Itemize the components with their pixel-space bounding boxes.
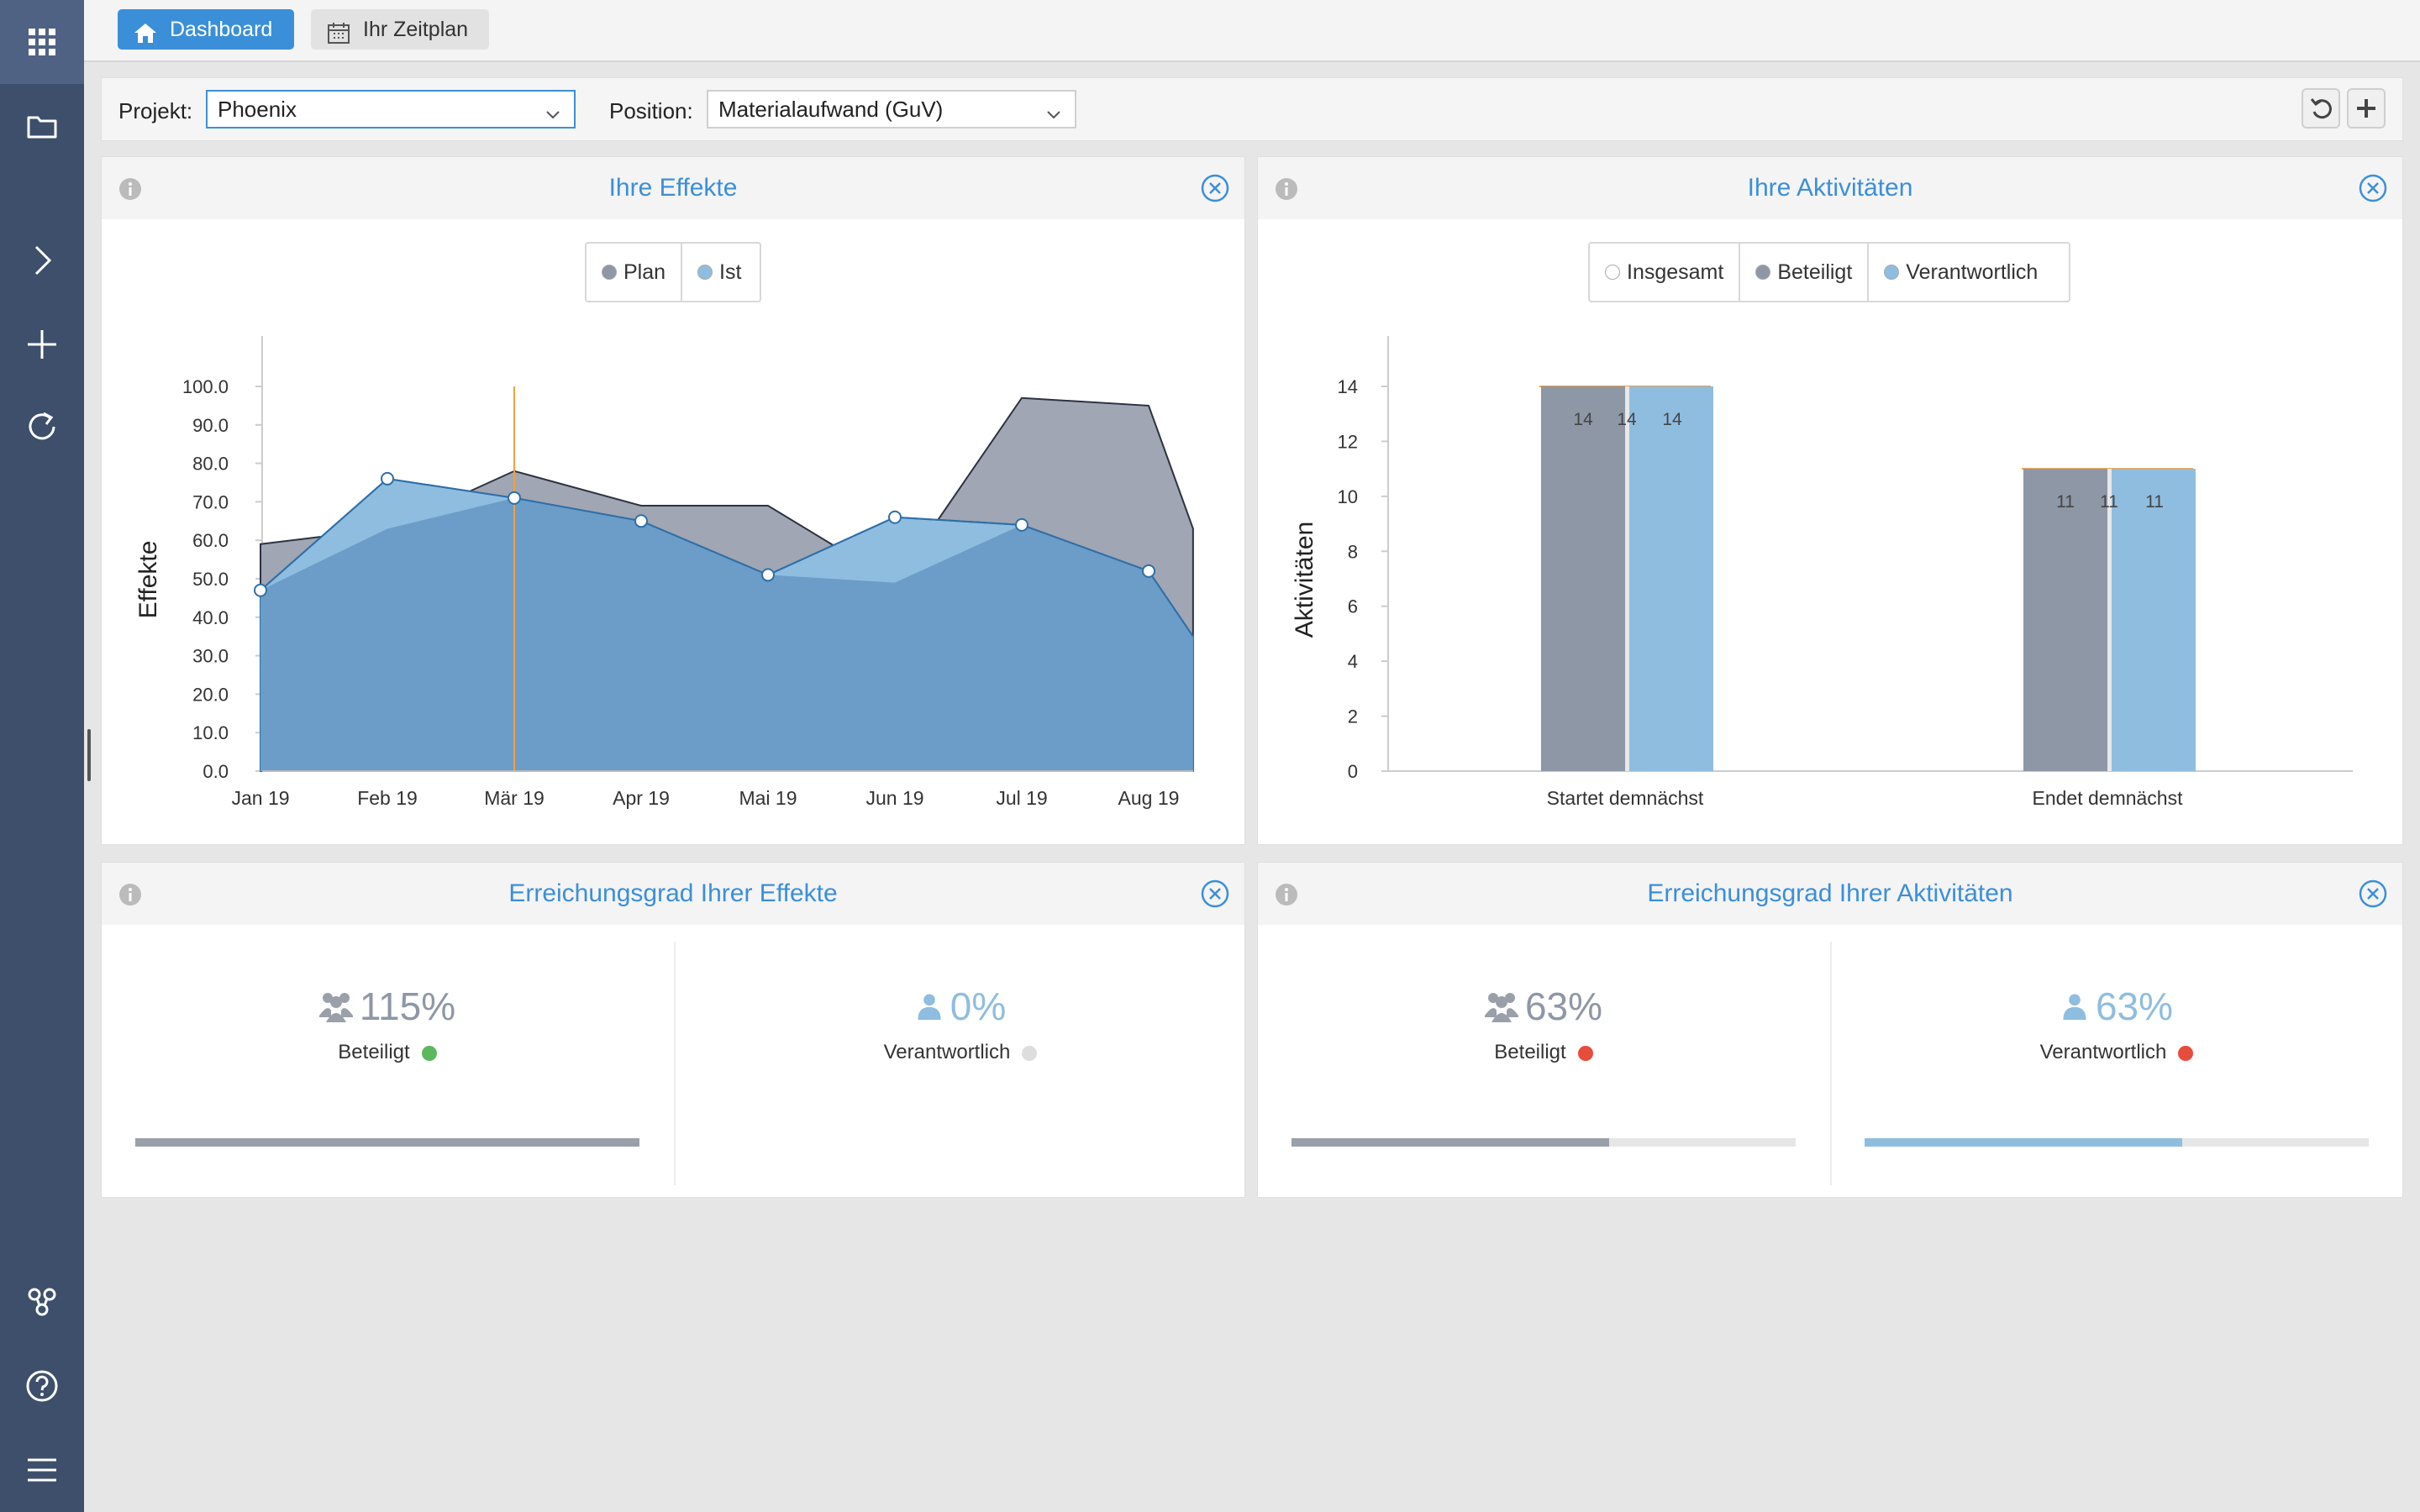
progress-bar bbox=[135, 1138, 639, 1147]
kpi-effects-verantwortlich: 0% Verantwortlich bbox=[708, 984, 1213, 1064]
add-widget-button[interactable] bbox=[2347, 88, 2386, 129]
activities-panel: Ihre Aktivitäten bbox=[1257, 156, 2403, 845]
project-select[interactable]: Phoenix bbox=[206, 90, 576, 129]
user-icon bbox=[918, 994, 941, 1021]
panel-header: Erreichungsgrad Ihrer Aktivitäten bbox=[1258, 863, 2402, 925]
calendar-icon bbox=[326, 18, 351, 44]
position-select-value: Materialaufwand (GuV) bbox=[718, 97, 944, 122]
tab-schedule-label: Ihr Zeitplan bbox=[363, 18, 469, 41]
chevron-right-icon[interactable] bbox=[25, 244, 59, 277]
divider bbox=[674, 942, 676, 1185]
tab-dashboard-label: Dashboard bbox=[170, 18, 273, 41]
apps-grid-icon bbox=[25, 25, 59, 59]
legend-label: Plan bbox=[623, 260, 666, 284]
legend-label: Beteiligt bbox=[1777, 260, 1853, 284]
project-label: Projekt: bbox=[118, 98, 193, 123]
menu-icon[interactable] bbox=[25, 1453, 59, 1487]
status-dot bbox=[1022, 1045, 1038, 1061]
legend-verantwortlich[interactable]: Verantwortlich bbox=[1869, 244, 2053, 301]
panel-title: Ihre Aktivitäten bbox=[1747, 174, 1913, 202]
effects-achievement-panel: Erreichungsgrad Ihrer Effekte 115% Betei… bbox=[101, 862, 1245, 1198]
effects-legend: Plan Ist bbox=[585, 242, 761, 302]
kpi-value: 63% bbox=[2095, 984, 2174, 1028]
panel-title: Ihre Effekte bbox=[608, 174, 738, 202]
legend-swatch bbox=[1605, 265, 1620, 280]
top-bar: Dashboard Ihr Zeitplan bbox=[84, 0, 2420, 62]
help-icon[interactable] bbox=[25, 1369, 59, 1403]
user-icon bbox=[2063, 994, 2086, 1021]
kpi-activities-beteiligt: 63% Beteiligt bbox=[1292, 984, 1796, 1064]
refresh-icon[interactable] bbox=[25, 410, 59, 444]
legend-swatch bbox=[697, 265, 713, 280]
legend-label: Ist bbox=[719, 260, 742, 284]
activities-achievement-panel: Erreichungsgrad Ihrer Aktivitäten 63% Be… bbox=[1257, 862, 2403, 1198]
folder-icon[interactable] bbox=[25, 109, 59, 143]
panel-header: Erreichungsgrad Ihrer Effekte bbox=[102, 863, 1244, 925]
legend-beteiligt[interactable]: Beteiligt bbox=[1740, 244, 1870, 301]
progress-bar bbox=[1292, 1138, 1796, 1147]
filter-bar: Projekt: Phoenix Position: Materialaufwa… bbox=[101, 77, 2403, 141]
divider bbox=[1830, 942, 1832, 1185]
kpi-activities-verantwortlich: 63% Verantwortlich bbox=[1865, 984, 2369, 1064]
legend-swatch bbox=[1884, 265, 1900, 280]
status-dot bbox=[2178, 1045, 2194, 1061]
close-icon[interactable] bbox=[2359, 174, 2387, 202]
project-select-value: Phoenix bbox=[218, 97, 297, 122]
legend-label: Verantwortlich bbox=[1906, 260, 2039, 284]
kpi-value: 63% bbox=[1524, 984, 1603, 1028]
kpi-value: 115% bbox=[359, 984, 456, 1028]
position-label: Position: bbox=[609, 98, 693, 123]
position-select[interactable]: Materialaufwand (GuV) bbox=[707, 90, 1076, 129]
panel-header: Ihre Aktivitäten bbox=[1258, 157, 2402, 219]
sidebar bbox=[0, 0, 84, 1512]
legend-plan[interactable]: Plan bbox=[587, 244, 683, 301]
kpi-label: Beteiligt bbox=[338, 1041, 410, 1063]
status-dot bbox=[421, 1045, 437, 1061]
share-nodes-icon[interactable] bbox=[25, 1285, 59, 1319]
kpi-label: Beteiligt bbox=[1494, 1041, 1566, 1063]
status-dot bbox=[1577, 1045, 1593, 1061]
legend-label: Insgesamt bbox=[1627, 260, 1724, 284]
tab-schedule[interactable]: Ihr Zeitplan bbox=[311, 9, 489, 50]
legend-ist[interactable]: Ist bbox=[682, 244, 756, 301]
panel-title: Erreichungsgrad Ihrer Effekte bbox=[508, 879, 838, 907]
chevron-down-icon bbox=[544, 98, 562, 119]
group-icon bbox=[1484, 993, 1518, 1022]
progress-fill bbox=[1865, 1138, 2182, 1147]
undo-icon bbox=[2310, 98, 2332, 119]
home-icon bbox=[133, 18, 158, 43]
kpi-label: Verantwortlich bbox=[2039, 1041, 2167, 1063]
activities-legend: Insgesamt Beteiligt Verantwortlich bbox=[1588, 242, 2070, 302]
close-icon[interactable] bbox=[1201, 879, 1229, 908]
info-icon[interactable] bbox=[1275, 177, 1298, 201]
kpi-effects-beteiligt: 115% Beteiligt bbox=[135, 984, 639, 1064]
kpi-value: 0% bbox=[950, 984, 1007, 1028]
progress-fill bbox=[135, 1138, 639, 1147]
chevron-down-icon bbox=[1044, 98, 1063, 119]
info-icon[interactable] bbox=[118, 883, 142, 906]
panel-title: Erreichungsgrad Ihrer Aktivitäten bbox=[1647, 879, 2013, 907]
close-icon[interactable] bbox=[2359, 879, 2387, 908]
plus-icon[interactable] bbox=[25, 328, 59, 361]
legend-swatch bbox=[602, 265, 617, 280]
info-icon[interactable] bbox=[118, 177, 142, 201]
plus-icon bbox=[2357, 99, 2375, 118]
close-icon[interactable] bbox=[1201, 174, 1229, 202]
progress-fill bbox=[1292, 1138, 1609, 1147]
legend-swatch bbox=[1755, 265, 1771, 280]
sidebar-resize-handle[interactable] bbox=[87, 729, 91, 781]
panel-header: Ihre Effekte bbox=[102, 157, 1244, 219]
apps-menu-button[interactable] bbox=[0, 0, 84, 84]
group-icon bbox=[318, 993, 353, 1022]
kpi-label: Verantwortlich bbox=[883, 1041, 1011, 1063]
tab-dashboard[interactable]: Dashboard bbox=[118, 9, 294, 50]
progress-bar bbox=[1865, 1138, 2369, 1147]
info-icon[interactable] bbox=[1275, 883, 1298, 906]
reset-button[interactable] bbox=[2302, 88, 2340, 129]
legend-insgesamt[interactable]: Insgesamt bbox=[1590, 244, 1741, 301]
